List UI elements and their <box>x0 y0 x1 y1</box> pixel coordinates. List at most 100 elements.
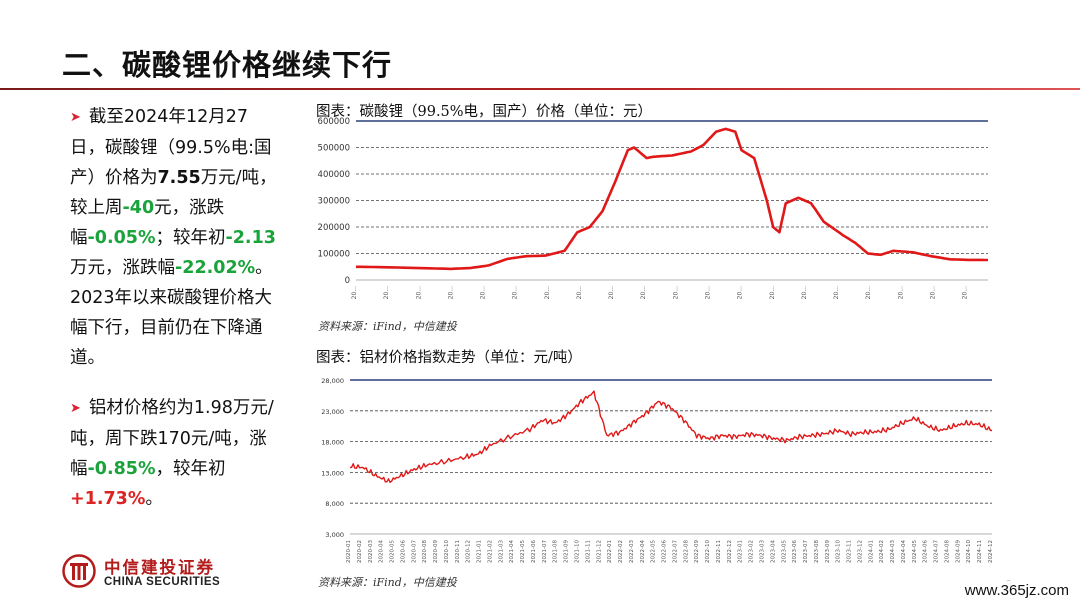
x-tick-label: 2021-02 <box>487 540 493 563</box>
x-tick-label: 20... <box>865 286 872 299</box>
bullet-run: -22.02% <box>175 258 256 278</box>
x-tick-label: 20... <box>544 286 551 299</box>
bullet-run: 铝材价格约为1.98万元/吨，周下跌170元/吨，涨幅 <box>70 398 274 479</box>
x-tick-label: 2023-04 <box>770 540 776 563</box>
aluminum-index-chart: 28,00023,00018,00013,0008,0003,0002020-0… <box>321 377 994 563</box>
x-tick-label: 2023-09 <box>825 540 831 563</box>
x-tick-label: 2024-10 <box>966 540 972 563</box>
bullet-list: ➤ 截至2024年12月27日，碳酸锂（99.5%电:国产）价格为7.55万元/吨… <box>70 102 282 534</box>
x-tick-label: 2020-11 <box>455 540 461 563</box>
bullet-run: 。 <box>145 489 163 509</box>
bullet-run: ；较年初 <box>155 228 226 248</box>
chart-title-lithium: 图表：碳酸锂（99.5%电，国产）价格（单位：元） <box>316 104 653 120</box>
x-tick-label: 2022-08 <box>683 540 689 563</box>
y-tick-label: 600000 <box>318 117 350 127</box>
company-logo: 中信建投证券 CHINA SECURITIES <box>62 552 232 592</box>
x-tick-label: 2021-03 <box>498 540 504 563</box>
x-tick-label: 2020-12 <box>466 540 472 563</box>
x-tick-label: 2024-09 <box>955 540 961 563</box>
x-tick-label: 2024-02 <box>879 540 885 563</box>
y-tick-label: 3,000 <box>325 531 344 539</box>
x-tick-label: 2020-07 <box>411 540 417 563</box>
x-tick-label: 2021-06 <box>531 540 537 563</box>
x-tick-label: 2024-07 <box>934 540 940 563</box>
x-tick-label: 2023-03 <box>759 540 765 563</box>
x-tick-label: 2021-12 <box>596 540 602 563</box>
y-tick-label: 100000 <box>318 250 350 260</box>
y-tick-label: 0 <box>345 276 350 286</box>
x-tick-label: 20... <box>640 286 647 299</box>
bullet-item-lithium: ➤ 截至2024年12月27日，碳酸锂（99.5%电:国产）价格为7.55万元/吨… <box>70 102 282 373</box>
x-tick-label: 2023-07 <box>803 540 809 563</box>
x-tick-label: 20... <box>608 286 615 299</box>
x-tick-label: 20... <box>480 286 487 299</box>
watermark: www.365jz.com <box>961 581 1072 600</box>
x-tick-label: 2020-01 <box>346 540 352 563</box>
x-tick-label: 2021-07 <box>542 540 548 563</box>
series-line <box>356 127 988 271</box>
x-tick-label: 20... <box>801 286 808 299</box>
y-tick-label: 23,000 <box>321 408 344 416</box>
x-tick-label: 2021-10 <box>575 540 581 563</box>
y-tick-label: 28,000 <box>321 377 344 385</box>
x-tick-label: 20... <box>962 286 969 299</box>
x-tick-label: 2024-08 <box>944 540 950 563</box>
x-tick-label: 2024-03 <box>890 540 896 563</box>
series-line <box>350 390 993 483</box>
x-tick-label: 2022-01 <box>607 540 613 563</box>
bullet-run: ，较年初 <box>155 459 226 479</box>
x-tick-label: 2022-02 <box>618 540 624 563</box>
x-tick-label: 2024-05 <box>912 540 918 563</box>
x-tick-label: 2020-10 <box>444 540 450 563</box>
chart-title-aluminum: 图表：铝材价格指数走势（单位：元/吨） <box>316 350 582 366</box>
x-tick-label: 2024-06 <box>923 540 929 563</box>
x-tick-label: 2022-11 <box>716 540 722 563</box>
x-tick-label: 2023-08 <box>814 540 820 563</box>
x-tick-label: 20... <box>415 286 422 299</box>
y-tick-label: 18,000 <box>321 439 344 447</box>
x-tick-label: 2024-01 <box>868 540 874 563</box>
x-tick-label: 2021-08 <box>553 540 559 563</box>
chart-source-aluminum: 资料来源：iFind，中信建投 <box>318 576 457 589</box>
x-tick-label: 2023-10 <box>836 540 842 563</box>
bullet-run: 万元/吨，较上周 <box>70 168 277 218</box>
x-tick-label: 2022-03 <box>629 540 635 563</box>
x-tick-label: 20... <box>672 286 679 299</box>
logo-text-cn: 中信建投证券 <box>104 558 215 577</box>
x-tick-label: 2023-02 <box>749 540 755 563</box>
x-tick-label: 2023-11 <box>847 540 853 563</box>
x-tick-label: 20... <box>383 286 390 299</box>
bullet-run: 万元，涨跌幅 <box>70 258 175 278</box>
bullet-item-aluminum: ➤ 铝材价格约为1.98万元/吨，周下跌170元/吨，涨幅-0.85%，较年初 +1… <box>70 393 282 514</box>
title-divider <box>0 88 1080 90</box>
x-tick-label: 2024-04 <box>901 540 907 563</box>
y-tick-label: 8,000 <box>325 500 344 508</box>
bullet-run: -0.05% <box>87 228 156 248</box>
x-tick-label: 2022-06 <box>662 540 668 563</box>
x-tick-label: 2022-10 <box>705 540 711 563</box>
x-tick-label: 20... <box>351 286 358 299</box>
x-tick-label: 2020-09 <box>433 540 439 563</box>
x-tick-label: 2023-01 <box>738 540 744 563</box>
x-tick-label: 2021-11 <box>585 540 591 563</box>
x-tick-label: 2024-12 <box>988 540 994 563</box>
x-tick-label: 2023-06 <box>792 540 798 563</box>
bullet-run: -0.85% <box>87 459 156 479</box>
slide-title: 二、碳酸锂价格继续下行 <box>62 48 393 82</box>
bullet-run: 7.55 <box>157 168 201 188</box>
chart-source-lithium: 资料来源：iFind，中信建投 <box>318 320 457 333</box>
x-tick-label: 2022-09 <box>694 540 700 563</box>
bullet-run: 截至2024年12月27日，碳酸锂（99.5%电:国产）价格为 <box>70 107 272 188</box>
x-tick-label: 20... <box>737 286 744 299</box>
bullet-run: -2.13 <box>225 228 276 248</box>
y-tick-label: 500000 <box>318 144 350 154</box>
logo-text-en: CHINA SECURITIES <box>104 576 221 588</box>
x-tick-label: 20... <box>512 286 519 299</box>
x-tick-label: 2024-11 <box>977 540 983 563</box>
x-tick-label: 2020-04 <box>379 540 385 563</box>
x-tick-label: 20... <box>769 286 776 299</box>
bullet-run: +1.73% <box>70 489 146 509</box>
x-tick-label: 2022-07 <box>672 540 678 563</box>
y-tick-label: 13,000 <box>321 469 344 477</box>
x-tick-label: 2020-08 <box>422 540 428 563</box>
